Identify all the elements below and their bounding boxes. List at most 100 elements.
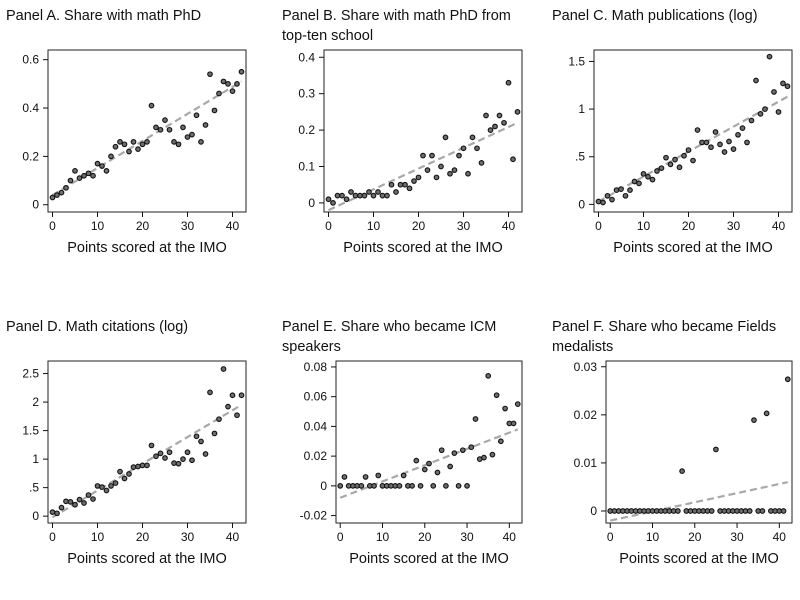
data-point [406,185,413,192]
y-tick-label: 0 [308,196,315,210]
data-point [352,192,359,199]
data-point [339,192,345,199]
data-point [90,172,96,179]
data-point [357,192,363,199]
data-point [721,149,728,155]
data-point [459,447,466,454]
x-axis-label: Points scored at the IMO [343,240,503,256]
data-point [384,192,390,199]
data-point [72,501,78,508]
panel-b: Panel B. Share with math PhD from top-te… [276,0,542,289]
data-point [343,196,350,203]
y-tick-label: 0.2 [298,123,315,137]
data-point [780,80,786,87]
data-point [694,127,701,133]
data-point [99,484,105,490]
fitted-line [609,481,789,522]
data-point [58,504,65,511]
data-point [663,154,669,161]
data-point [636,180,642,187]
scatter-plot: 0 .5 1 1.5 0 10 20 30 40 Points scored at the IMO [568,49,793,256]
data-point [613,187,620,193]
y-tick-label: 0.02 [304,449,328,463]
data-point [234,412,240,419]
data-point [162,117,168,123]
data-point [426,460,432,467]
data-point [366,189,372,195]
x-tick-label: 40 [226,219,240,233]
data-point [371,482,377,489]
data-point [330,200,336,206]
data-point [421,466,428,473]
data-point [487,127,494,133]
data-point [415,174,422,181]
data-point [193,433,200,440]
y-tick-label: 1 [578,102,585,116]
data-point [121,475,128,482]
data-point [690,157,696,164]
data-point [748,117,755,124]
data-point [735,131,741,138]
data-point [348,189,354,195]
data-point [76,175,83,181]
data-point [361,192,368,199]
scatter-plot: 0 .5 1 1.5 2 2.5 0 10 20 30 40 Points scored at the… [22,360,247,567]
panel-title: Panel A. Share with math PhD [6,8,202,24]
y-tick-label: 0.1 [298,159,315,173]
data-point [58,189,65,196]
x-tick-label: 40 [773,530,787,544]
data-point [49,194,56,201]
scatter-plot: 0 0.01 0.02 0.03 0 10 20 30 40 Points scored at t… [574,360,793,567]
data-point [193,112,200,119]
data-point [148,102,155,109]
data-point [784,376,791,383]
data-point [334,192,341,199]
data-point [717,141,723,148]
data-point [362,474,369,480]
data-point [144,139,150,145]
x-tick-label: 10 [91,530,105,544]
data-point [220,366,227,372]
y-tick-label: 0 [320,479,327,493]
data-point [667,161,674,168]
x-tick-label: 40 [503,530,517,544]
data-point [464,482,470,489]
data-point [67,177,74,184]
y-tick-label: 0.4 [298,50,315,64]
y-tick-label: 0.2 [22,149,39,163]
data-point [189,457,195,464]
plot-frame [605,360,793,524]
data-point [469,134,476,141]
data-point [216,90,222,97]
y-tick-label: 0.08 [304,360,328,374]
data-point [121,141,128,148]
data-point [112,480,119,486]
x-tick-label: 0 [49,219,56,233]
data-point [144,462,150,469]
x-axis-label: Points scored at the IMO [619,551,779,567]
data-point [229,88,236,94]
data-point [681,152,687,159]
data-point [411,178,417,184]
data-point [447,463,453,470]
data-point [375,472,382,479]
data-point [456,152,462,159]
data-point [640,171,647,177]
data-point [675,508,681,514]
data-point [157,126,164,133]
data-point [54,192,60,198]
y-tick-label: .5 [29,481,39,495]
data-point [451,167,458,173]
scatter-plot: -0.02 0 0.02 0.04 0.06 0.08 0 10 20 30 40 Points sc… [300,360,523,567]
data-point [207,71,213,78]
data-point [595,198,602,205]
data-point [397,181,404,188]
y-tick-label: 0 [578,197,585,211]
data-point [126,471,132,477]
data-point [481,454,487,461]
data-point [94,160,101,167]
data-point [184,134,191,140]
x-tick-label: 20 [682,219,696,233]
data-point [433,174,440,181]
data-point [438,447,445,454]
